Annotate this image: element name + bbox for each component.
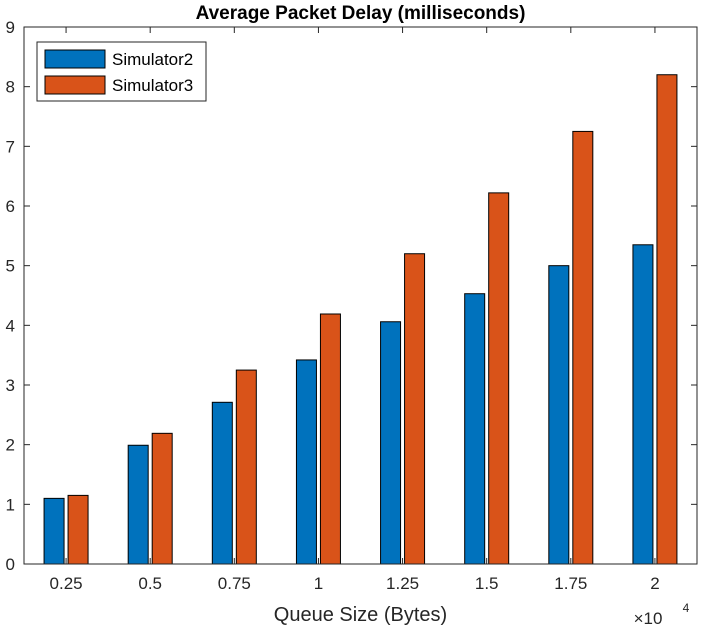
legend-swatch-simulator3 (45, 76, 105, 94)
bar-simulator3-0_5 (152, 433, 172, 564)
y-tick-label: 0 (6, 555, 15, 574)
legend: Simulator2 Simulator3 (37, 42, 206, 101)
x-axis-exponent: ×10 4 (634, 601, 690, 628)
bar-simulator2-1_5 (465, 294, 485, 564)
y-tick-label: 6 (6, 197, 15, 216)
x-tick-label: 1.5 (475, 574, 499, 593)
bar-simulator3-0_25 (68, 495, 88, 564)
bar-simulator3-1_25 (405, 254, 425, 564)
x-tick-label: 1.75 (554, 574, 587, 593)
y-tick-label: 5 (6, 257, 15, 276)
x-tick-label: 0.75 (218, 574, 251, 593)
y-tick-label: 3 (6, 376, 15, 395)
y-tick-label: 4 (6, 316, 15, 335)
legend-label-simulator3: Simulator3 (112, 76, 193, 95)
bar-simulator3-1_75 (573, 131, 593, 564)
x-tick-label: 0.5 (138, 574, 162, 593)
y-tick-label: 2 (6, 436, 15, 455)
bar-simulator2-1_25 (381, 322, 401, 564)
x-exponent-base: ×10 (634, 609, 663, 628)
y-tick-label: 1 (6, 495, 15, 514)
bar-simulator2-1_75 (549, 266, 569, 564)
bar-simulator2-0_75 (212, 402, 232, 564)
bar-simulator3-2 (657, 75, 677, 564)
legend-label-simulator2: Simulator2 (112, 50, 193, 69)
y-tick-label: 9 (6, 18, 15, 37)
bar-simulator2-2 (633, 245, 653, 564)
bar-simulator2-0_5 (128, 445, 148, 564)
legend-swatch-simulator2 (45, 50, 105, 68)
x-tick-label: 1 (314, 574, 323, 593)
chart-title: Average Packet Delay (milliseconds) (196, 3, 526, 24)
plot-frame (24, 27, 697, 564)
bar-simulator3-0_75 (236, 370, 256, 564)
x-axis-title: Queue Size (Bytes) (274, 604, 447, 626)
x-tick-label: 2 (650, 574, 659, 593)
bar-simulator2-1 (296, 360, 316, 564)
bar-simulator3-1_5 (489, 193, 509, 564)
x-exponent-power: 4 (683, 601, 690, 615)
x-tick-label: 0.25 (50, 574, 83, 593)
bars-layer (44, 75, 677, 564)
x-tick-label: 1.25 (386, 574, 419, 593)
y-tick-label: 8 (6, 78, 15, 97)
bar-simulator2-0_25 (44, 498, 64, 564)
y-tick-label: 7 (6, 137, 15, 156)
bar-simulator3-1 (320, 314, 340, 564)
